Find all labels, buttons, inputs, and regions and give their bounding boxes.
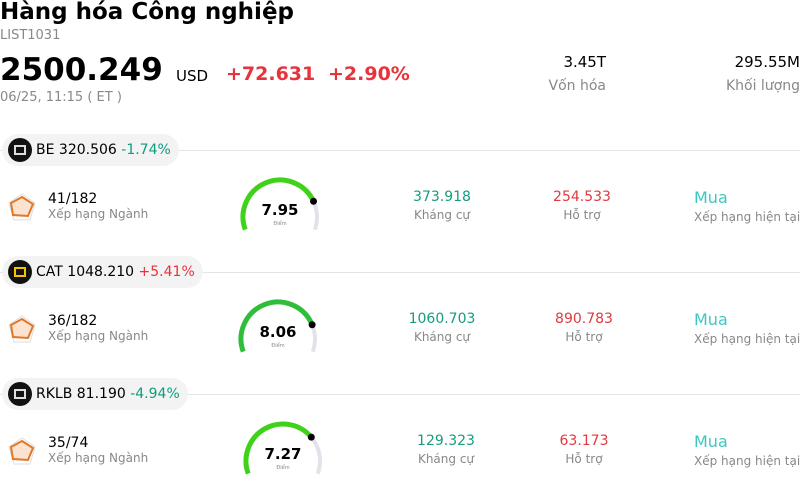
ticker: CAT bbox=[36, 264, 63, 280]
gauge-value bbox=[243, 421, 314, 475]
score-label: Điểm bbox=[276, 464, 289, 471]
change: +72.631 bbox=[226, 63, 316, 85]
support-label: Hỗ trợ bbox=[563, 208, 601, 222]
currency: USD bbox=[176, 67, 209, 85]
rank-label: Xếp hạng Ngành bbox=[48, 451, 149, 465]
logo-shape bbox=[14, 267, 26, 277]
support: 254.533 bbox=[553, 189, 611, 205]
title: Hàng hóa Công nghiệp bbox=[0, 0, 295, 25]
stock-change: +5.41% bbox=[138, 264, 195, 280]
stock-price: 1048.210 bbox=[67, 264, 135, 280]
rating-label: Xếp hạng hiện tại bbox=[694, 454, 800, 468]
rank-icon-bg bbox=[8, 315, 36, 343]
rank-icon-fg bbox=[9, 439, 35, 462]
stock-price: 320.506 bbox=[58, 142, 117, 158]
stat-label: Vốn hóa bbox=[548, 78, 606, 94]
rank-label: Xếp hạng Ngành bbox=[48, 207, 149, 221]
rank-icon bbox=[8, 437, 36, 465]
rating-label: Xếp hạng hiện tại bbox=[694, 210, 800, 224]
time: 06/25, 11:15 ( ET ) bbox=[0, 90, 122, 105]
logo-shape bbox=[14, 389, 26, 399]
rank-icon-bg bbox=[8, 193, 36, 221]
ticker-pill[interactable]: BE 320.506 -1.74% bbox=[2, 134, 179, 166]
rank-label: Xếp hạng Ngành bbox=[48, 329, 149, 343]
stock-price: 81.190 bbox=[76, 386, 126, 402]
stock-change: -4.94% bbox=[130, 386, 180, 402]
rank-icon-fg bbox=[9, 317, 35, 340]
gauge-value bbox=[238, 299, 315, 353]
rating: Mua bbox=[694, 310, 728, 329]
resistance-label: Kháng cự bbox=[417, 452, 475, 466]
separator bbox=[0, 272, 800, 273]
rank: 36/182 bbox=[48, 313, 98, 329]
rank-icon-fg bbox=[9, 195, 35, 218]
stat-value: 3.45T bbox=[563, 53, 606, 71]
score-label: Điểm bbox=[273, 220, 286, 227]
logo-bg bbox=[8, 138, 32, 162]
rank-icon-bg bbox=[8, 437, 36, 465]
resistance-label: Kháng cự bbox=[413, 330, 471, 344]
score: 7.95 bbox=[261, 201, 298, 219]
resistance: 129.323 bbox=[417, 433, 475, 449]
ticker-pill[interactable]: CAT 1048.210 +5.41% bbox=[2, 256, 203, 288]
support: 890.783 bbox=[555, 311, 613, 327]
rating: Mua bbox=[694, 432, 728, 451]
gauge-value bbox=[240, 177, 316, 231]
gauge-dot bbox=[308, 321, 316, 329]
logo-bg bbox=[8, 260, 32, 284]
support: 63.173 bbox=[559, 433, 609, 449]
score-label: Điểm bbox=[271, 342, 284, 349]
rating: Mua bbox=[694, 188, 728, 207]
rank-icon bbox=[8, 315, 36, 343]
resistance-label: Kháng cự bbox=[413, 208, 471, 222]
ticker-pill[interactable]: RKLB 81.190 -4.94% bbox=[2, 378, 188, 410]
stat-value: 295.55M bbox=[734, 53, 800, 71]
stat-label: Khối lượng bbox=[725, 78, 800, 94]
logo-bg bbox=[8, 382, 32, 406]
rank-icon bbox=[8, 193, 36, 221]
ticker: RKLB bbox=[36, 386, 73, 402]
resistance: 373.918 bbox=[413, 189, 471, 205]
separator bbox=[0, 150, 800, 151]
stock-change: -1.74% bbox=[121, 142, 171, 158]
logo bbox=[8, 138, 32, 162]
ticker: BE bbox=[36, 142, 55, 158]
rating-label: Xếp hạng hiện tại bbox=[694, 332, 800, 346]
rank: 41/182 bbox=[48, 191, 98, 207]
gauge-dot bbox=[310, 197, 318, 205]
score: 8.06 bbox=[259, 323, 296, 341]
logo bbox=[8, 260, 32, 284]
code: LIST1031 bbox=[0, 28, 61, 43]
separator bbox=[0, 394, 800, 395]
logo-shape bbox=[14, 145, 26, 155]
support-label: Hỗ trợ bbox=[565, 452, 603, 466]
score: 7.27 bbox=[264, 445, 301, 463]
logo bbox=[8, 382, 32, 406]
resistance: 1060.703 bbox=[408, 311, 476, 327]
change-pct: +2.90% bbox=[328, 63, 410, 85]
rank: 35/74 bbox=[48, 435, 89, 451]
support-label: Hỗ trợ bbox=[565, 330, 603, 344]
gauge-dot bbox=[307, 433, 315, 441]
price: 2500.249 bbox=[0, 52, 163, 88]
